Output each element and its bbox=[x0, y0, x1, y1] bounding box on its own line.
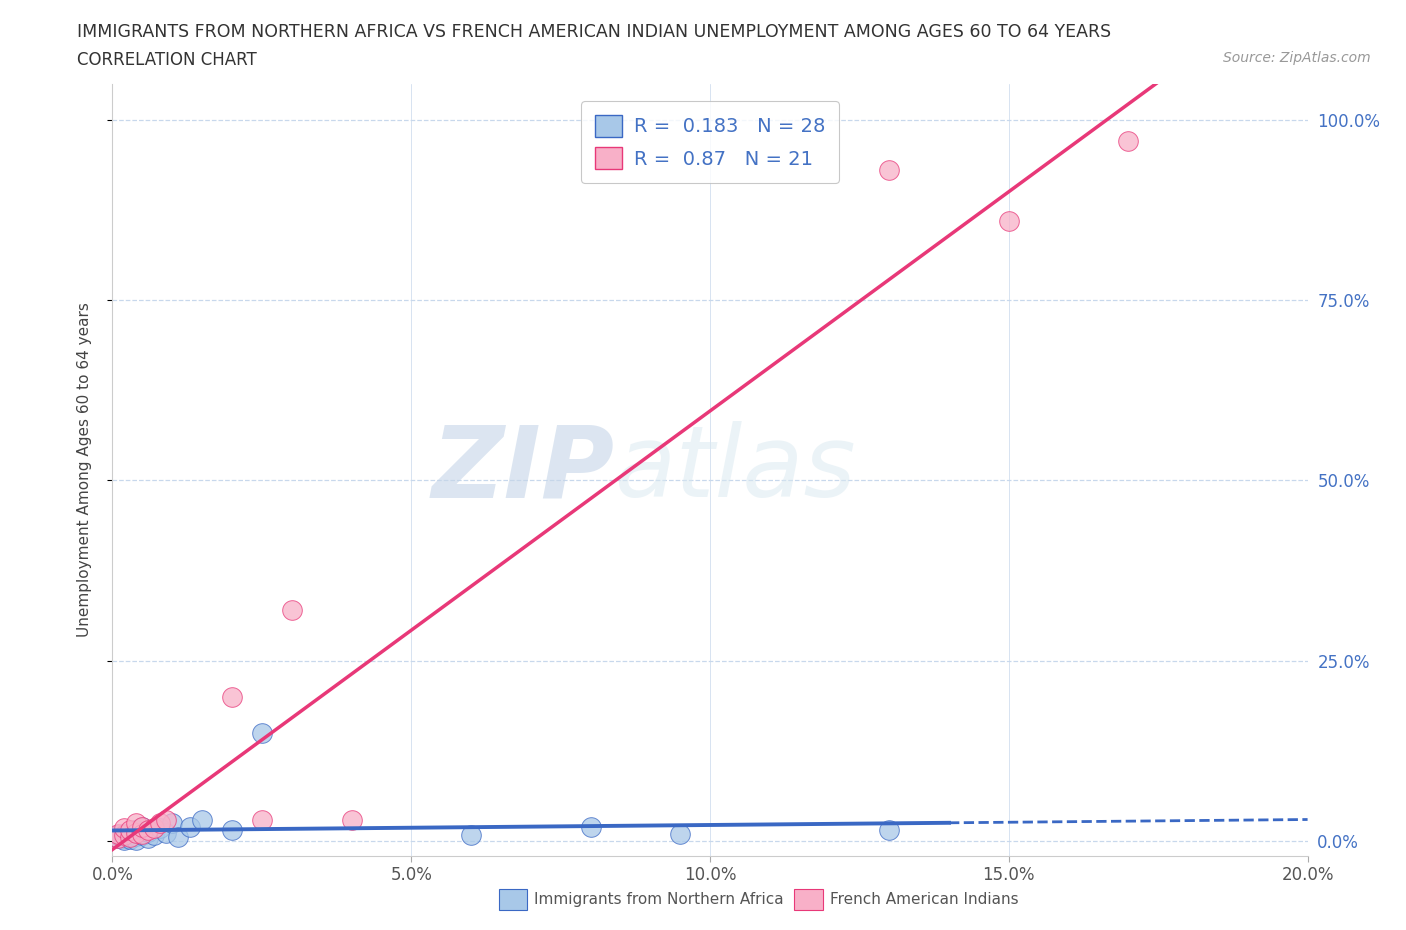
Point bbox=[138, 824, 160, 839]
Point bbox=[179, 819, 201, 834]
Point bbox=[131, 819, 153, 834]
Y-axis label: Unemployment Among Ages 60 to 64 years: Unemployment Among Ages 60 to 64 years bbox=[77, 302, 91, 637]
Point bbox=[125, 833, 148, 848]
Point bbox=[131, 827, 153, 842]
Point bbox=[114, 828, 135, 843]
Point bbox=[281, 603, 304, 618]
Point bbox=[250, 812, 273, 827]
Point bbox=[879, 823, 901, 838]
Text: French American Indians: French American Indians bbox=[830, 892, 1018, 907]
Point bbox=[107, 827, 129, 842]
Point bbox=[149, 821, 172, 836]
Point bbox=[460, 828, 482, 843]
Point bbox=[114, 827, 135, 842]
Point bbox=[149, 816, 172, 830]
Point bbox=[107, 828, 129, 843]
Point bbox=[125, 816, 148, 830]
Point bbox=[114, 830, 135, 845]
Point bbox=[340, 812, 363, 827]
Point bbox=[131, 828, 153, 843]
Point bbox=[120, 825, 142, 840]
Point bbox=[879, 163, 901, 178]
Text: IMMIGRANTS FROM NORTHERN AFRICA VS FRENCH AMERICAN INDIAN UNEMPLOYMENT AMONG AGE: IMMIGRANTS FROM NORTHERN AFRICA VS FRENC… bbox=[77, 23, 1112, 41]
Point bbox=[167, 830, 190, 844]
Text: atlas: atlas bbox=[614, 421, 856, 518]
Point bbox=[107, 830, 129, 845]
Point bbox=[120, 830, 142, 844]
Point bbox=[120, 831, 142, 846]
Point bbox=[107, 830, 129, 845]
Point bbox=[138, 823, 160, 838]
Point bbox=[191, 812, 214, 827]
Point bbox=[155, 826, 177, 841]
Point bbox=[120, 830, 142, 844]
Point bbox=[114, 832, 135, 847]
Point bbox=[138, 830, 160, 845]
Point bbox=[125, 825, 148, 840]
Point bbox=[131, 819, 153, 834]
Point bbox=[125, 829, 148, 844]
Point bbox=[669, 827, 692, 842]
Point bbox=[114, 821, 135, 836]
Point bbox=[221, 689, 243, 704]
Point bbox=[125, 823, 148, 838]
Legend: R =  0.183   N = 28, R =  0.87   N = 21: R = 0.183 N = 28, R = 0.87 N = 21 bbox=[581, 101, 839, 183]
Text: Source: ZipAtlas.com: Source: ZipAtlas.com bbox=[1223, 51, 1371, 65]
Point bbox=[579, 819, 602, 834]
Text: CORRELATION CHART: CORRELATION CHART bbox=[77, 51, 257, 69]
Point bbox=[120, 823, 142, 838]
Point bbox=[221, 823, 243, 838]
Point bbox=[250, 725, 273, 740]
Point bbox=[1118, 134, 1140, 149]
Text: ZIP: ZIP bbox=[432, 421, 614, 518]
Text: Immigrants from Northern Africa: Immigrants from Northern Africa bbox=[534, 892, 785, 907]
Point bbox=[155, 812, 177, 827]
Point bbox=[143, 821, 166, 836]
Point bbox=[143, 828, 166, 843]
Point bbox=[162, 816, 183, 830]
Point bbox=[998, 213, 1021, 228]
